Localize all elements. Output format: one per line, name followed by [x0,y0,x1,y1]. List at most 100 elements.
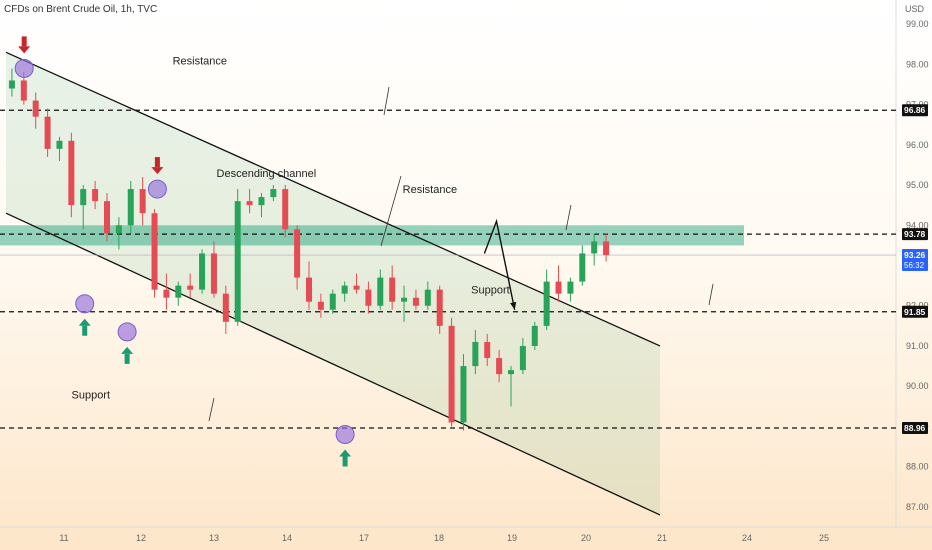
candle-body [294,229,301,278]
down-arrow-icon [151,167,164,175]
y-tick-label: 98.00 [906,59,929,69]
candle-body [151,213,158,290]
annotation-label: Support [72,389,111,401]
y-tick-label: 90.00 [906,381,929,391]
candle-body [365,289,372,306]
candle-body [401,297,408,302]
price-tag-label: 93.78 [904,229,926,239]
chart-title: CFDs on Brent Crude Oil, 1h, TVC [4,4,158,15]
candle-body [555,281,562,294]
candle-body [270,189,277,198]
price-tag-label: 96.86 [904,105,926,115]
up-arrow-shaft [124,353,130,364]
candle-body [32,100,39,117]
annotation-label: Support [471,285,510,297]
candle-body [591,241,598,254]
touch-point-marker [335,424,355,444]
price-tag-bg [902,228,928,241]
touch-point-marker [117,322,137,342]
candle-body [460,366,467,423]
down-arrow-shaft [21,36,27,47]
x-tick-label: 17 [359,533,369,543]
candle-body [603,241,610,256]
y-tick-label: 88.00 [906,462,929,472]
up-arrow-icon [78,318,91,326]
candle-body [567,281,574,294]
candle-body [543,281,550,326]
annotation-label: Descending channel [217,168,317,180]
x-tick-label: 25 [819,533,829,543]
price-tag-bg [902,104,928,117]
candle-body [412,297,419,306]
candle-body [389,277,396,302]
y-tick-label: 92.00 [906,301,929,311]
price-tag-label: 93.26 [904,250,926,260]
x-tick-label: 24 [742,533,752,543]
projection-path [483,218,516,310]
candle-body [496,358,503,375]
candle-body [377,277,384,306]
candle-body [508,370,514,375]
up-arrow-shaft [342,456,348,467]
price-tag-countdown: 56:32 [904,261,925,270]
candle-body [258,197,265,206]
x-tick-label: 13 [209,533,219,543]
y-tick-label: 95.00 [906,180,929,190]
y-tick-label: 96.00 [906,140,929,150]
candle-body [199,253,206,290]
candle-body [222,293,229,322]
touch-point-marker [75,294,95,314]
up-arrow-icon [121,346,134,354]
channel-fill [6,52,660,515]
annotation-label: Resistance [173,55,227,67]
candle-body [80,189,87,206]
candle-body [139,189,146,214]
x-tick-label: 14 [282,533,292,543]
candle-body [8,80,15,89]
x-tick-label: 20 [581,533,591,543]
annotation-leader-line [383,86,390,116]
y-tick-label: 91.00 [906,341,929,351]
x-tick-label: 18 [434,533,444,543]
candle-body [56,140,63,149]
candle-body [246,201,253,206]
annotation-leader-line [565,204,572,231]
candle-body [175,285,182,298]
price-tag-bg [902,422,928,435]
touch-point-marker [147,179,167,199]
y-tick-label: 94.00 [906,220,929,230]
candle-body [68,140,75,206]
candle-body [484,341,491,359]
price-tag-label: 91.85 [904,307,926,317]
y-tick-label: 99.00 [906,19,929,29]
projection-arrowhead [510,301,517,310]
touch-point-marker [14,58,34,78]
candle-body [329,293,336,310]
x-tick-label: 19 [507,533,517,543]
candle-body [519,345,526,371]
x-tick-label: 11 [59,533,68,543]
candle-body [436,289,443,326]
currency-label: USD [905,4,925,14]
annotation-leader-line [208,397,215,422]
candle-body [282,189,289,230]
candle-body [234,201,241,322]
candle-body [579,253,586,282]
price-tag-label: 88.96 [904,423,926,433]
candle-body [92,189,99,202]
price-tag-bg [902,249,928,272]
candle-body [341,285,348,294]
candle-body [115,225,122,234]
candle-body [472,341,479,367]
y-tick-label: 87.00 [906,502,929,512]
annotation-leader-line [708,283,714,306]
down-arrow-shaft [154,157,160,168]
candle-body [127,189,134,226]
annotation-leader-line [380,175,402,247]
price-tag-bg [902,305,928,318]
up-arrow-shaft [82,325,88,336]
down-arrow-icon [18,46,31,54]
candle-body [210,253,217,294]
